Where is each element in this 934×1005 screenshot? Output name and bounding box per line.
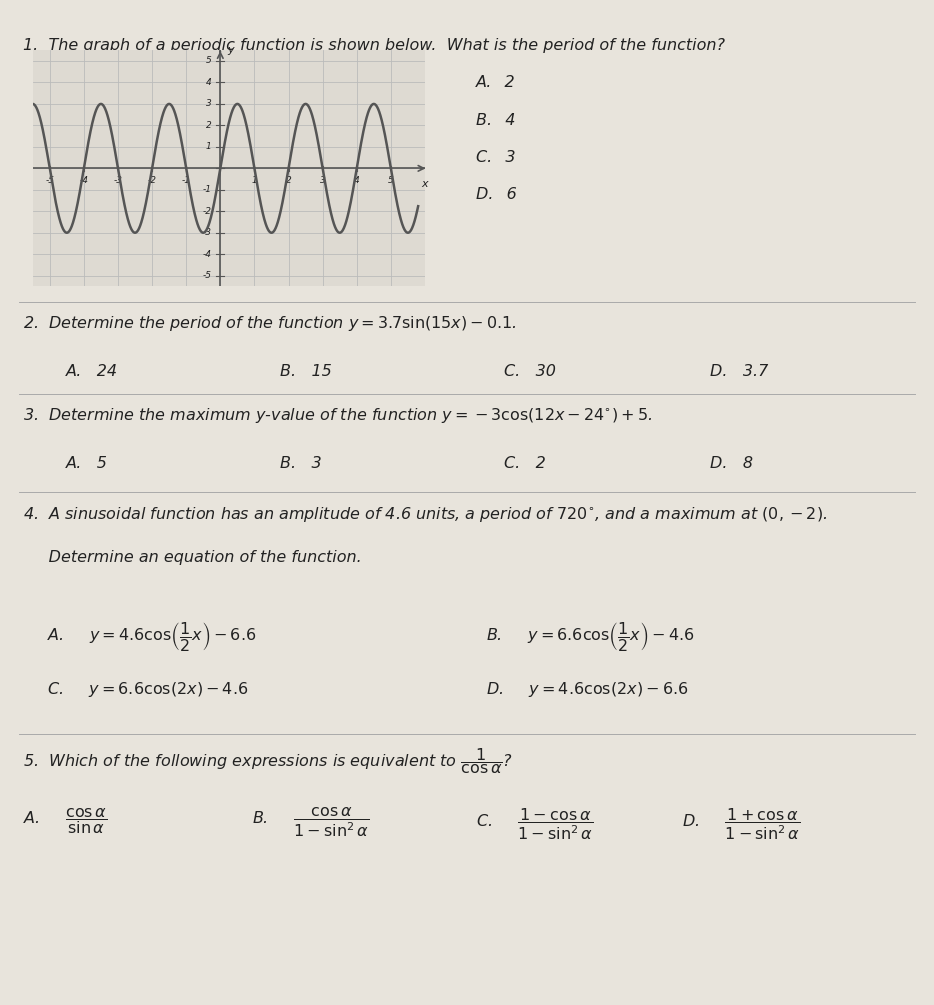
Text: -2: -2 (148, 176, 157, 185)
Text: C.   30: C. 30 (504, 364, 557, 379)
Text: 2: 2 (206, 121, 212, 130)
Text: 5: 5 (388, 176, 394, 185)
Text: -1: -1 (203, 185, 212, 194)
Text: B.     $\dfrac{\cos\alpha}{1-\sin^2\alpha}$: B. $\dfrac{\cos\alpha}{1-\sin^2\alpha}$ (252, 806, 369, 839)
Text: B.  4: B. 4 (476, 113, 516, 128)
Text: B.   15: B. 15 (280, 364, 332, 379)
Text: 4.  A sinusoidal function has an amplitude of 4.6 units, a period of $720^{\circ: 4. A sinusoidal function has an amplitud… (23, 505, 828, 524)
Text: B.   3: B. 3 (280, 456, 322, 471)
Text: A.  2: A. 2 (476, 75, 516, 90)
Text: 1: 1 (206, 143, 212, 152)
Text: -2: -2 (203, 207, 212, 216)
Text: y: y (227, 45, 234, 55)
Text: 1: 1 (251, 176, 257, 185)
Text: -4: -4 (79, 176, 89, 185)
Text: x: x (421, 179, 429, 189)
Text: D.  6: D. 6 (476, 187, 517, 202)
Text: D.   8: D. 8 (710, 456, 753, 471)
Text: D.   3.7: D. 3.7 (710, 364, 768, 379)
Text: 2.  Determine the period of the function $y=3.7\sin(15x)-0.1$.: 2. Determine the period of the function … (23, 314, 517, 333)
Text: 1.  The graph of a periodic function is shown below.  What is the period of the : 1. The graph of a periodic function is s… (23, 38, 726, 53)
Text: 5.  Which of the following expressions is equivalent to $\dfrac{1}{\cos\alpha}$?: 5. Which of the following expressions is… (23, 746, 514, 776)
Text: A.   5: A. 5 (65, 456, 107, 471)
Text: -5: -5 (203, 271, 212, 280)
Text: A.     $y=4.6\cos\!\left(\dfrac{1}{2}x\right)-6.6$: A. $y=4.6\cos\!\left(\dfrac{1}{2}x\right… (47, 620, 256, 653)
Text: -5: -5 (45, 176, 54, 185)
Text: C.     $\dfrac{1-\cos\alpha}{1-\sin^2\alpha}$: C. $\dfrac{1-\cos\alpha}{1-\sin^2\alpha}… (476, 806, 594, 842)
Text: C.     $y=6.6\cos(2x)-4.6$: C. $y=6.6\cos(2x)-4.6$ (47, 680, 248, 699)
Text: A.     $\dfrac{\cos\alpha}{\sin\alpha}$: A. $\dfrac{\cos\alpha}{\sin\alpha}$ (23, 806, 107, 836)
Text: 3: 3 (319, 176, 326, 185)
Text: -3: -3 (203, 228, 212, 237)
Text: B.     $y=6.6\cos\!\left(\dfrac{1}{2}x\right)-4.6$: B. $y=6.6\cos\!\left(\dfrac{1}{2}x\right… (486, 620, 694, 653)
Text: -4: -4 (203, 249, 212, 258)
Text: 2: 2 (286, 176, 291, 185)
Text: 4: 4 (354, 176, 360, 185)
Text: C.  3: C. 3 (476, 150, 516, 165)
Text: Determine an equation of the function.: Determine an equation of the function. (23, 550, 362, 565)
Text: D.     $y=4.6\cos(2x)-6.6$: D. $y=4.6\cos(2x)-6.6$ (486, 680, 688, 699)
Text: -1: -1 (182, 176, 191, 185)
Text: 5: 5 (206, 56, 212, 65)
Text: 3.  Determine the maximum $y$-value of the function $y=-3\cos(12x-24^{\circ})+5$: 3. Determine the maximum $y$-value of th… (23, 406, 653, 425)
Text: 3: 3 (206, 99, 212, 109)
Text: -3: -3 (113, 176, 122, 185)
Text: D.     $\dfrac{1+\cos\alpha}{1-\sin^2\alpha}$: D. $\dfrac{1+\cos\alpha}{1-\sin^2\alpha}… (682, 806, 800, 842)
Text: C.   2: C. 2 (504, 456, 546, 471)
Text: 4: 4 (206, 78, 212, 87)
Text: A.   24: A. 24 (65, 364, 118, 379)
